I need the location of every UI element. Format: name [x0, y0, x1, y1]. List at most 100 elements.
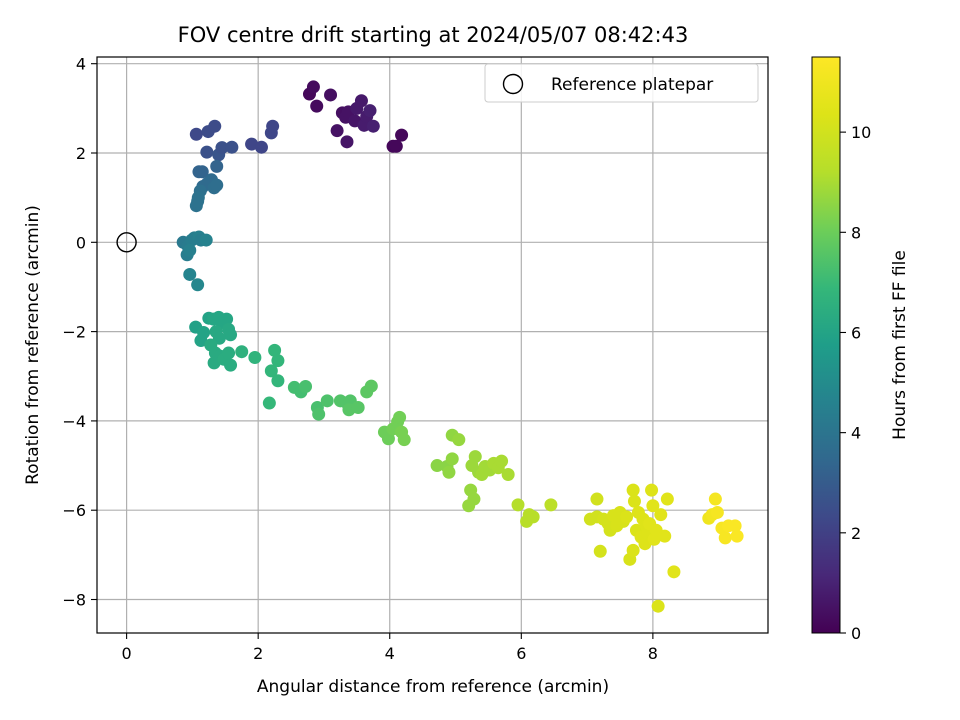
data-point	[340, 135, 354, 149]
x-tick-label: 8	[648, 644, 658, 663]
data-point	[511, 498, 525, 512]
data-point	[235, 345, 249, 359]
data-point	[210, 178, 224, 192]
data-point	[626, 483, 640, 497]
data-point	[266, 119, 280, 133]
data-point	[215, 141, 229, 155]
data-point	[195, 165, 209, 179]
y-tick-label: −8	[62, 591, 86, 610]
x-tick-label: 4	[385, 644, 395, 663]
data-point	[207, 356, 221, 370]
legend-marker-icon	[502, 73, 524, 95]
data-point	[364, 379, 378, 393]
data-point	[646, 499, 660, 513]
y-tick-label: 4	[76, 55, 86, 74]
colorbar-tick-label: 8	[851, 223, 861, 242]
y-tick-label: 0	[76, 233, 86, 252]
data-point	[654, 508, 668, 522]
plot-frame	[96, 56, 769, 634]
data-point	[324, 88, 338, 102]
data-point	[310, 99, 324, 113]
data-point	[268, 343, 282, 357]
data-point	[381, 432, 395, 446]
data-point	[728, 519, 742, 533]
colorbar-label: Hours from first FF file	[890, 250, 910, 440]
colorbar-tick-label: 2	[851, 524, 861, 543]
legend-box	[484, 63, 759, 103]
colorbar-tick-label: 10	[851, 123, 871, 142]
data-point	[222, 346, 236, 360]
colorbar: 0 2 4 6 8 10 Hours from first FF file	[811, 56, 910, 643]
y-axis-ticks: −8 −6 −4 −2 0 2 4	[62, 55, 97, 610]
data-point	[651, 599, 665, 613]
data-point	[730, 529, 744, 543]
data-point	[312, 407, 326, 421]
legend-label: Reference platepar	[551, 75, 713, 95]
data-point	[445, 452, 459, 466]
y-tick-label: −6	[62, 501, 86, 520]
data-point	[430, 459, 444, 473]
data-point	[660, 492, 674, 506]
x-tick-label: 0	[122, 644, 132, 663]
data-point	[658, 529, 672, 543]
data-point	[210, 159, 224, 173]
data-point	[389, 139, 403, 153]
data-point	[467, 492, 481, 506]
y-axis-label: Rotation from reference (arcmin)	[23, 205, 43, 485]
data-point	[191, 194, 205, 208]
data-point	[395, 128, 409, 142]
y-tick-label: −4	[62, 412, 86, 431]
data-point	[544, 498, 558, 512]
data-point	[393, 410, 407, 424]
data-point	[271, 374, 285, 388]
data-point	[366, 119, 380, 133]
data-point	[526, 510, 540, 524]
colorbar-tick-label: 6	[851, 323, 861, 342]
data-point	[299, 380, 313, 394]
data-point	[351, 401, 365, 415]
data-point	[183, 243, 197, 257]
data-point	[248, 351, 262, 365]
data-point	[183, 267, 197, 281]
data-point	[397, 433, 411, 447]
data-point	[264, 364, 278, 378]
x-axis-label: Angular distance from reference (arcmin)	[257, 677, 609, 697]
data-point	[442, 465, 456, 479]
colorbar-tick-label: 0	[851, 624, 861, 643]
data-point	[620, 510, 634, 524]
colorbar-gradient	[811, 56, 841, 634]
data-point	[495, 454, 509, 468]
data-point	[645, 483, 659, 497]
x-tick-label: 2	[253, 644, 263, 663]
data-point	[224, 328, 238, 342]
data-point	[710, 505, 724, 519]
data-points	[176, 80, 744, 613]
data-point	[225, 140, 239, 154]
data-point	[330, 124, 344, 138]
y-tick-label: −2	[62, 323, 86, 342]
colorbar-ticks: 0 2 4 6 8 10	[840, 123, 871, 643]
data-point	[271, 354, 285, 368]
data-point	[306, 80, 320, 94]
data-point	[189, 127, 203, 141]
legend: Reference platepar	[484, 63, 759, 103]
x-axis-ticks: 0 2 4 6 8	[122, 633, 658, 663]
data-point	[200, 145, 214, 159]
data-point	[468, 450, 482, 464]
data-point	[191, 278, 205, 292]
colorbar-tick-label: 4	[851, 424, 861, 443]
data-point	[199, 233, 213, 247]
data-point	[708, 492, 722, 506]
data-point	[452, 433, 466, 447]
data-point	[224, 358, 238, 372]
data-point	[245, 137, 259, 151]
chart-title: FOV centre drift starting at 2024/05/07 …	[178, 23, 689, 47]
reference-platepar-marker	[116, 232, 137, 253]
data-point	[254, 140, 268, 154]
data-point	[194, 334, 208, 348]
data-point	[320, 394, 334, 408]
data-point	[262, 396, 276, 410]
data-point	[627, 494, 641, 508]
